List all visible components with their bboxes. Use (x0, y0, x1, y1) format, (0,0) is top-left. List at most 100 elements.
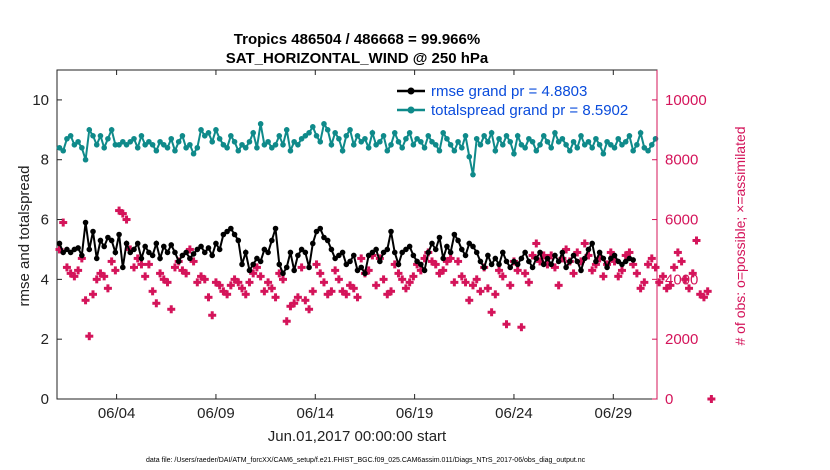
obs-assimilated-marker (59, 218, 68, 227)
obs-assimilated-marker (599, 272, 608, 281)
spread-point (637, 130, 644, 136)
rmse-point (328, 246, 335, 253)
obs-assimilated-marker (673, 248, 682, 257)
y2-tick-label: 8000 (665, 152, 698, 169)
spread-point (399, 144, 405, 151)
x-tick-label: 06/14 (297, 405, 335, 422)
obs-assimilated-marker (223, 290, 232, 299)
obs-assimilated-marker (334, 275, 343, 284)
rmse-point (447, 249, 454, 256)
spread-point (127, 138, 134, 145)
spread-point (313, 133, 320, 139)
spread-point (544, 138, 551, 145)
y-tick-label: 10 (32, 92, 49, 109)
spread-point (224, 144, 230, 151)
rmse-point (235, 237, 242, 244)
y2-tick-label: 10000 (665, 92, 707, 109)
rmse-point (462, 252, 469, 259)
spread-point (559, 135, 566, 142)
rmse-point (101, 243, 107, 250)
spread-point (447, 141, 454, 148)
obs-assimilated-marker (632, 269, 641, 278)
rmse-point (414, 258, 420, 265)
spread-point (239, 141, 245, 148)
obs-assimilated-marker (264, 278, 273, 287)
rmse-point (201, 249, 208, 256)
spread-point (108, 127, 115, 133)
rmse-point (581, 255, 588, 262)
obs-assimilated-marker (267, 284, 276, 293)
rmse-point (473, 249, 480, 256)
rmse-point (418, 261, 424, 268)
obs-assimilated-marker (387, 287, 396, 296)
rmse-point (332, 255, 338, 262)
obs-assimilated-marker (293, 293, 302, 302)
rmse-point (608, 255, 614, 262)
rmse-point (354, 267, 361, 274)
x-tick-label: 06/04 (98, 405, 136, 422)
spread-point (228, 133, 234, 139)
rmse-point (369, 249, 376, 256)
rmse-point (384, 246, 391, 253)
rmse-point (593, 258, 599, 265)
rmse-point (429, 240, 435, 247)
spread-point (157, 138, 163, 145)
rmse-point (451, 231, 458, 238)
obs-assimilated-marker (70, 272, 79, 281)
spread-point (209, 138, 216, 145)
obs-assimilated-marker (614, 272, 623, 281)
obs-assimilated-marker (74, 266, 83, 275)
obs-assimilated-marker (312, 260, 321, 269)
rmse-point (309, 240, 316, 247)
spread-point (432, 141, 439, 148)
spread-point (175, 138, 182, 145)
obs-assimilated-marker (271, 293, 280, 302)
spread-point (511, 150, 517, 157)
spread-point (131, 135, 137, 142)
obs-assimilated-marker (677, 257, 686, 266)
rmse-point (298, 246, 305, 253)
rmse-point (190, 251, 197, 257)
spread-point (160, 141, 167, 148)
spread-point (581, 141, 588, 148)
rmse-point (90, 228, 96, 235)
rmse-point (514, 261, 521, 268)
spread-point (302, 133, 309, 139)
rmse-point (97, 237, 104, 244)
obs-assimilated-marker (617, 266, 626, 275)
spread-point (93, 141, 100, 148)
obs-assimilated-marker (405, 278, 414, 287)
spread-point (608, 141, 614, 148)
rmse-point (56, 240, 63, 247)
legend-rmse-label: rmse grand pr = 4.8803 (431, 83, 587, 100)
obs-assimilated-marker (256, 272, 265, 281)
obs-assimilated-marker (502, 320, 511, 329)
spread-point (280, 141, 286, 148)
rmse-point (86, 246, 93, 253)
x-tick-label: 06/24 (495, 405, 533, 422)
y-tick-label: 0 (41, 391, 49, 408)
rmse-point (529, 264, 536, 271)
spread-point (578, 133, 584, 139)
y-tick-label: 6 (41, 212, 49, 229)
spread-point (276, 133, 283, 139)
rmse-point (60, 249, 67, 256)
rmse-point (108, 237, 115, 244)
rmse-point (321, 234, 327, 241)
spread-point (187, 141, 193, 148)
obs-assimilated-marker (685, 284, 694, 293)
rmse-point (533, 255, 540, 262)
rmse-point (511, 258, 517, 265)
rmse-point (470, 243, 476, 250)
y-tick-label: 4 (41, 271, 49, 288)
spread-point (477, 141, 484, 148)
rmse-point (246, 267, 253, 274)
rmse-point (611, 252, 618, 259)
spread-point (336, 135, 342, 142)
rmse-point (224, 228, 230, 235)
rmse-point (317, 225, 324, 232)
x-axis-label: Jun.01,2017 00:00:00 start (268, 428, 447, 445)
spread-point (164, 144, 171, 151)
spread-point (254, 144, 260, 151)
legend: rmse grand pr = 4.8803 totalspread grand… (397, 83, 628, 119)
